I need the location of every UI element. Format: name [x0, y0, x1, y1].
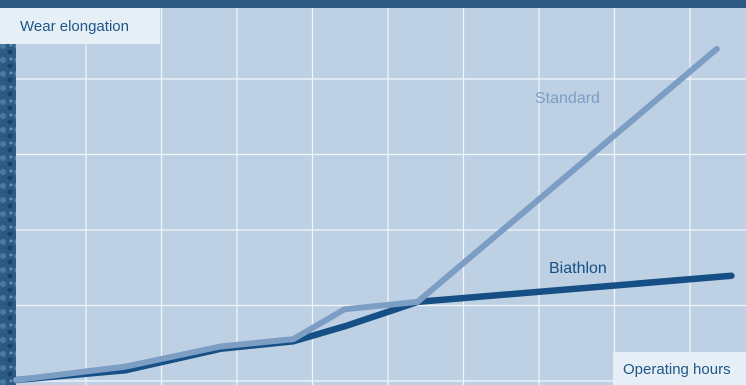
x-axis-label: Operating hours: [623, 361, 731, 378]
x-axis-label-box: [613, 352, 746, 385]
series-label-standard: Standard: [535, 90, 600, 107]
series-label-biathlon: Biathlon: [549, 260, 607, 277]
y-axis-label: Wear elongation: [20, 18, 129, 35]
y-axis-label-box: [0, 8, 160, 44]
top-frame-border: [0, 0, 746, 8]
series-line-standard: [13, 45, 720, 383]
left-frame-texture: [0, 0, 16, 385]
series-lines: [12, 45, 735, 384]
plot-area: [16, 8, 746, 385]
